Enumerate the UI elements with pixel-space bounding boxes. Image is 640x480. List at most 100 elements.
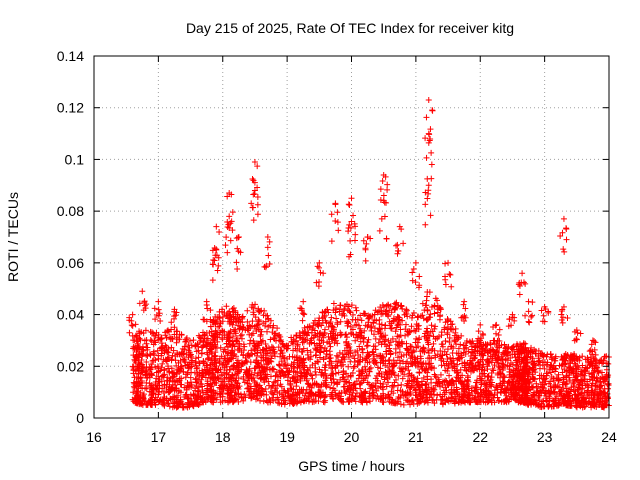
data-point — [264, 234, 271, 240]
data-point — [531, 396, 538, 403]
data-point — [570, 355, 577, 362]
data-point — [218, 371, 225, 378]
data-point — [379, 178, 386, 185]
data-point — [495, 398, 502, 405]
data-point — [343, 334, 350, 341]
data-point — [296, 365, 303, 372]
data-point — [223, 340, 230, 347]
y-tick-label: 0.14 — [57, 48, 84, 64]
data-point — [447, 318, 454, 325]
data-point — [330, 328, 337, 335]
data-point — [272, 330, 279, 337]
data-point — [574, 329, 581, 336]
data-point — [399, 375, 406, 382]
data-point — [281, 343, 288, 350]
data-point — [447, 354, 454, 361]
data-point — [367, 385, 374, 392]
data-point — [397, 360, 404, 367]
data-point — [288, 386, 295, 393]
data-point — [136, 300, 143, 307]
data-point — [234, 245, 241, 252]
data-point — [230, 313, 237, 320]
data-point — [372, 307, 379, 314]
data-point — [247, 323, 254, 330]
data-point — [174, 349, 181, 356]
data-point — [214, 313, 221, 320]
data-point — [419, 365, 426, 372]
data-point — [272, 378, 279, 385]
data-point — [213, 362, 220, 369]
data-point — [348, 384, 355, 391]
data-point — [567, 360, 574, 367]
data-point — [397, 302, 404, 309]
data-point — [546, 366, 553, 373]
data-point — [147, 328, 154, 335]
data-point — [453, 341, 460, 348]
data-point — [253, 325, 260, 332]
data-point — [402, 321, 409, 328]
data-point — [178, 381, 185, 388]
data-point — [267, 373, 274, 380]
data-point — [434, 297, 441, 304]
data-point — [206, 367, 213, 374]
data-point — [366, 313, 373, 320]
data-point — [562, 361, 569, 368]
data-point — [346, 308, 353, 315]
data-point — [216, 390, 223, 397]
data-point — [396, 343, 403, 350]
data-point — [173, 334, 180, 341]
data-point — [591, 365, 598, 372]
data-point — [370, 392, 377, 399]
data-point — [441, 397, 448, 404]
data-point — [515, 342, 522, 349]
data-point — [364, 234, 371, 240]
data-point — [309, 399, 316, 406]
data-point — [180, 404, 187, 411]
data-point — [408, 353, 415, 360]
data-point — [423, 334, 430, 341]
data-point — [346, 221, 353, 228]
data-point — [564, 314, 571, 321]
data-point — [171, 306, 178, 313]
data-point — [386, 342, 393, 349]
data-point — [592, 351, 599, 358]
data-point — [236, 326, 243, 333]
data-point — [174, 398, 181, 405]
data-point — [132, 344, 139, 351]
data-point — [260, 312, 267, 319]
data-point — [149, 394, 156, 401]
data-point — [350, 212, 357, 219]
data-point — [458, 314, 465, 321]
data-point — [466, 338, 473, 345]
data-point — [130, 398, 137, 405]
data-point — [416, 369, 423, 376]
data-point — [231, 392, 238, 399]
data-point — [547, 383, 554, 390]
data-point — [207, 383, 214, 390]
data-point — [233, 259, 240, 266]
data-point — [145, 398, 152, 405]
data-point — [591, 403, 598, 410]
data-point — [511, 372, 518, 379]
data-point — [348, 218, 355, 225]
data-point — [417, 355, 424, 362]
data-point — [321, 312, 328, 319]
data-point — [173, 362, 180, 369]
data-point — [134, 338, 141, 345]
data-point — [564, 398, 571, 405]
data-point — [339, 398, 346, 405]
data-point — [203, 318, 210, 325]
y-tick-label: 0.12 — [57, 100, 84, 116]
data-point — [204, 387, 211, 394]
data-point — [164, 374, 171, 381]
data-point — [334, 378, 341, 385]
data-point — [505, 398, 512, 405]
data-point — [155, 355, 162, 362]
data-point — [382, 322, 389, 329]
data-point — [357, 358, 364, 365]
data-point — [370, 320, 377, 327]
data-point — [561, 248, 568, 255]
data-point — [244, 307, 251, 314]
data-point — [240, 397, 247, 404]
data-point — [305, 393, 312, 400]
